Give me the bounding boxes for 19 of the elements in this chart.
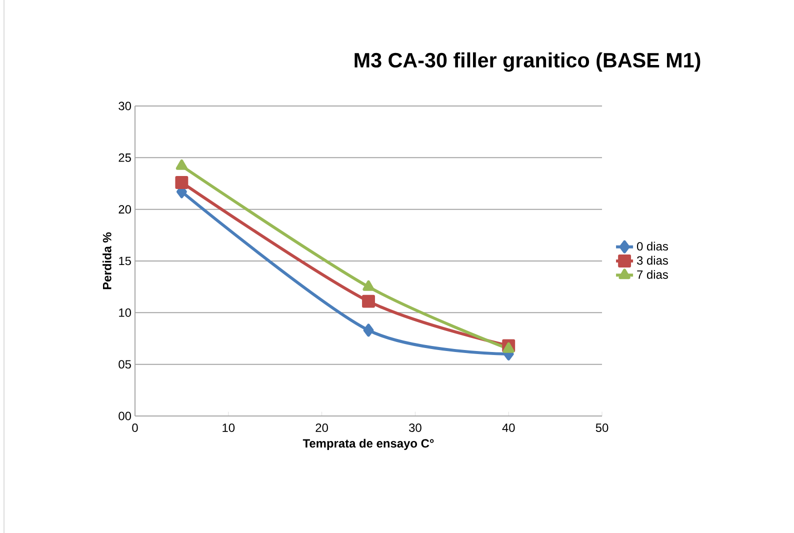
legend-label: 7 dias — [637, 270, 668, 279]
y-tick-label: 30 — [118, 102, 132, 110]
y-axis-title: Perdida % — [102, 232, 112, 290]
y-tick-label: 20 — [118, 205, 132, 214]
y-tick-label: 05 — [118, 360, 131, 369]
x-tick-label: 0 — [132, 424, 138, 432]
x-tick-label: 30 — [409, 424, 422, 432]
y-tick-label: 00 — [118, 412, 132, 420]
x-axis-title: Temprata de ensayo C° — [302, 438, 434, 450]
chart-title: M3 CA-30 filler granitico (BASE M1) — [354, 52, 700, 72]
x-tick-label: 50 — [596, 424, 608, 432]
y-tick-label: 15 — [119, 256, 131, 266]
y-tick-label: 10 — [119, 308, 132, 317]
legend-label: 3 dias — [636, 256, 668, 265]
x-tick-label: 10 — [222, 424, 235, 432]
x-tick-label: 40 — [502, 424, 515, 432]
y-tick-label: 25 — [118, 153, 131, 162]
x-tick-label: 20 — [316, 424, 328, 432]
legend-label: 0 dias — [636, 242, 668, 251]
